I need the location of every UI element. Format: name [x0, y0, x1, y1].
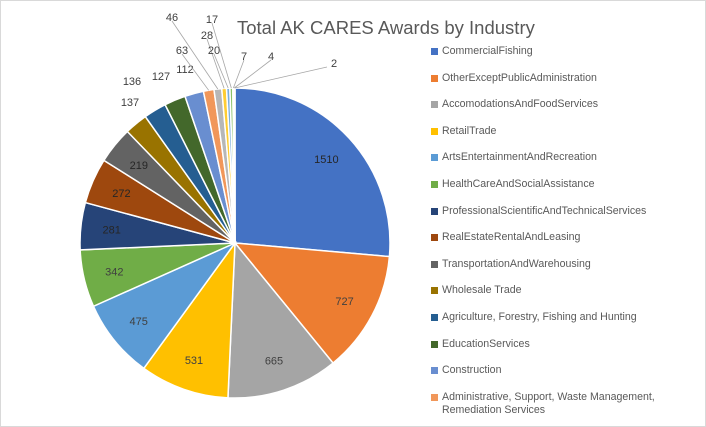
legend-label: CommercialFishing: [442, 45, 533, 57]
legend-swatch: [431, 127, 438, 135]
data-label: 20: [208, 45, 220, 57]
leader-line: [211, 22, 232, 89]
data-label: 127: [152, 71, 170, 83]
legend-item: Wholesale Trade: [431, 284, 703, 311]
data-label: 46: [166, 12, 178, 24]
legend-label: RetailTrade: [442, 124, 497, 137]
legend-label: RealEstateRentalAndLeasing: [442, 231, 581, 244]
leader-line: [171, 20, 219, 90]
data-label: 1510: [314, 154, 338, 166]
legend-item: Administrative, Support, Waste Managemen…: [431, 391, 703, 418]
leader-line: [234, 59, 272, 89]
data-label: 4: [268, 51, 274, 63]
chart-title: Total AK CARES Awards by Industry: [237, 17, 535, 38]
legend-swatch: [431, 313, 438, 321]
legend-swatch: [431, 367, 438, 375]
data-label: 219: [130, 160, 148, 172]
legend-item: EducationServices: [431, 338, 703, 365]
legend-item: Agriculture, Forestry, Fishing and Hunti…: [431, 311, 703, 338]
legend-item: TransportationAndWarehousing: [431, 258, 703, 285]
legend: CommercialFishing OtherExceptPublicAdmini…: [431, 45, 703, 417]
legend-swatch: [431, 154, 438, 162]
legend-item: AccomodationsAndFoodServices: [431, 98, 703, 125]
legend-swatch: [431, 260, 438, 268]
legend-swatch: [431, 101, 438, 109]
legend-item: RetailTrade: [431, 125, 703, 152]
leader-line: [181, 53, 210, 91]
legend-label: ProfessionalScientificAndTechnicalServic…: [442, 204, 647, 217]
data-label: 531: [185, 355, 203, 367]
data-label: 665: [265, 356, 283, 368]
data-label: 112: [176, 64, 194, 76]
data-label: 136: [123, 76, 141, 88]
legend-swatch: [431, 287, 438, 295]
data-label: 475: [130, 316, 148, 328]
legend-swatch: [431, 48, 438, 55]
data-label: 137: [121, 97, 139, 109]
legend-label: OtherExceptPublicAdministration: [442, 71, 597, 84]
legend-swatch: [431, 340, 438, 348]
legend-label: TransportationAndWarehousing: [442, 257, 591, 270]
data-label: 28: [201, 30, 213, 42]
pie-slice: [234, 87, 391, 258]
pie-slice: [142, 240, 236, 399]
leader-line: [206, 38, 225, 89]
leader-line: [234, 66, 328, 89]
leader-line: [233, 59, 245, 89]
data-label: 17: [206, 14, 218, 26]
legend-item: RealEstateRentalAndLeasing: [431, 231, 703, 258]
legend-item: ArtsEntertainmentAndRecreation: [431, 151, 703, 178]
pie-slice: [233, 242, 391, 365]
legend-label: AccomodationsAndFoodServices: [442, 98, 599, 111]
legend-item: ProfessionalScientificAndTechnicalServic…: [431, 205, 703, 232]
legend-label: Administrative, Support, Waste Managemen…: [442, 390, 655, 416]
legend-label: Agriculture, Forestry, Fishing and Hunti…: [442, 310, 637, 323]
legend-item: Construction: [431, 364, 703, 391]
legend-item: CommercialFishing: [431, 45, 703, 72]
pie-slice: [227, 241, 335, 399]
legend-swatch: [431, 207, 438, 215]
data-label: 727: [335, 296, 353, 308]
legend-swatch: [431, 234, 438, 242]
legend-swatch: [431, 393, 438, 401]
data-label: 281: [103, 224, 121, 236]
legend-label: Wholesale Trade: [442, 284, 522, 297]
legend-label: Construction: [442, 364, 502, 377]
legend-label: EducationServices: [442, 337, 530, 350]
legend-swatch: [431, 180, 438, 188]
legend-swatch: [431, 74, 438, 82]
legend-item: OtherExceptPublicAdministration: [431, 72, 703, 99]
legend-label: ArtsEntertainmentAndRecreation: [442, 151, 597, 164]
data-label: 2: [331, 58, 337, 70]
legend-label: HealthCareAndSocialAssistance: [442, 177, 595, 190]
data-label: 342: [105, 267, 123, 279]
leader-line: [213, 53, 229, 89]
legend-item: HealthCareAndSocialAssistance: [431, 178, 703, 205]
data-label: 63: [176, 45, 188, 57]
data-label: 7: [241, 51, 247, 63]
data-label: 272: [112, 188, 130, 200]
